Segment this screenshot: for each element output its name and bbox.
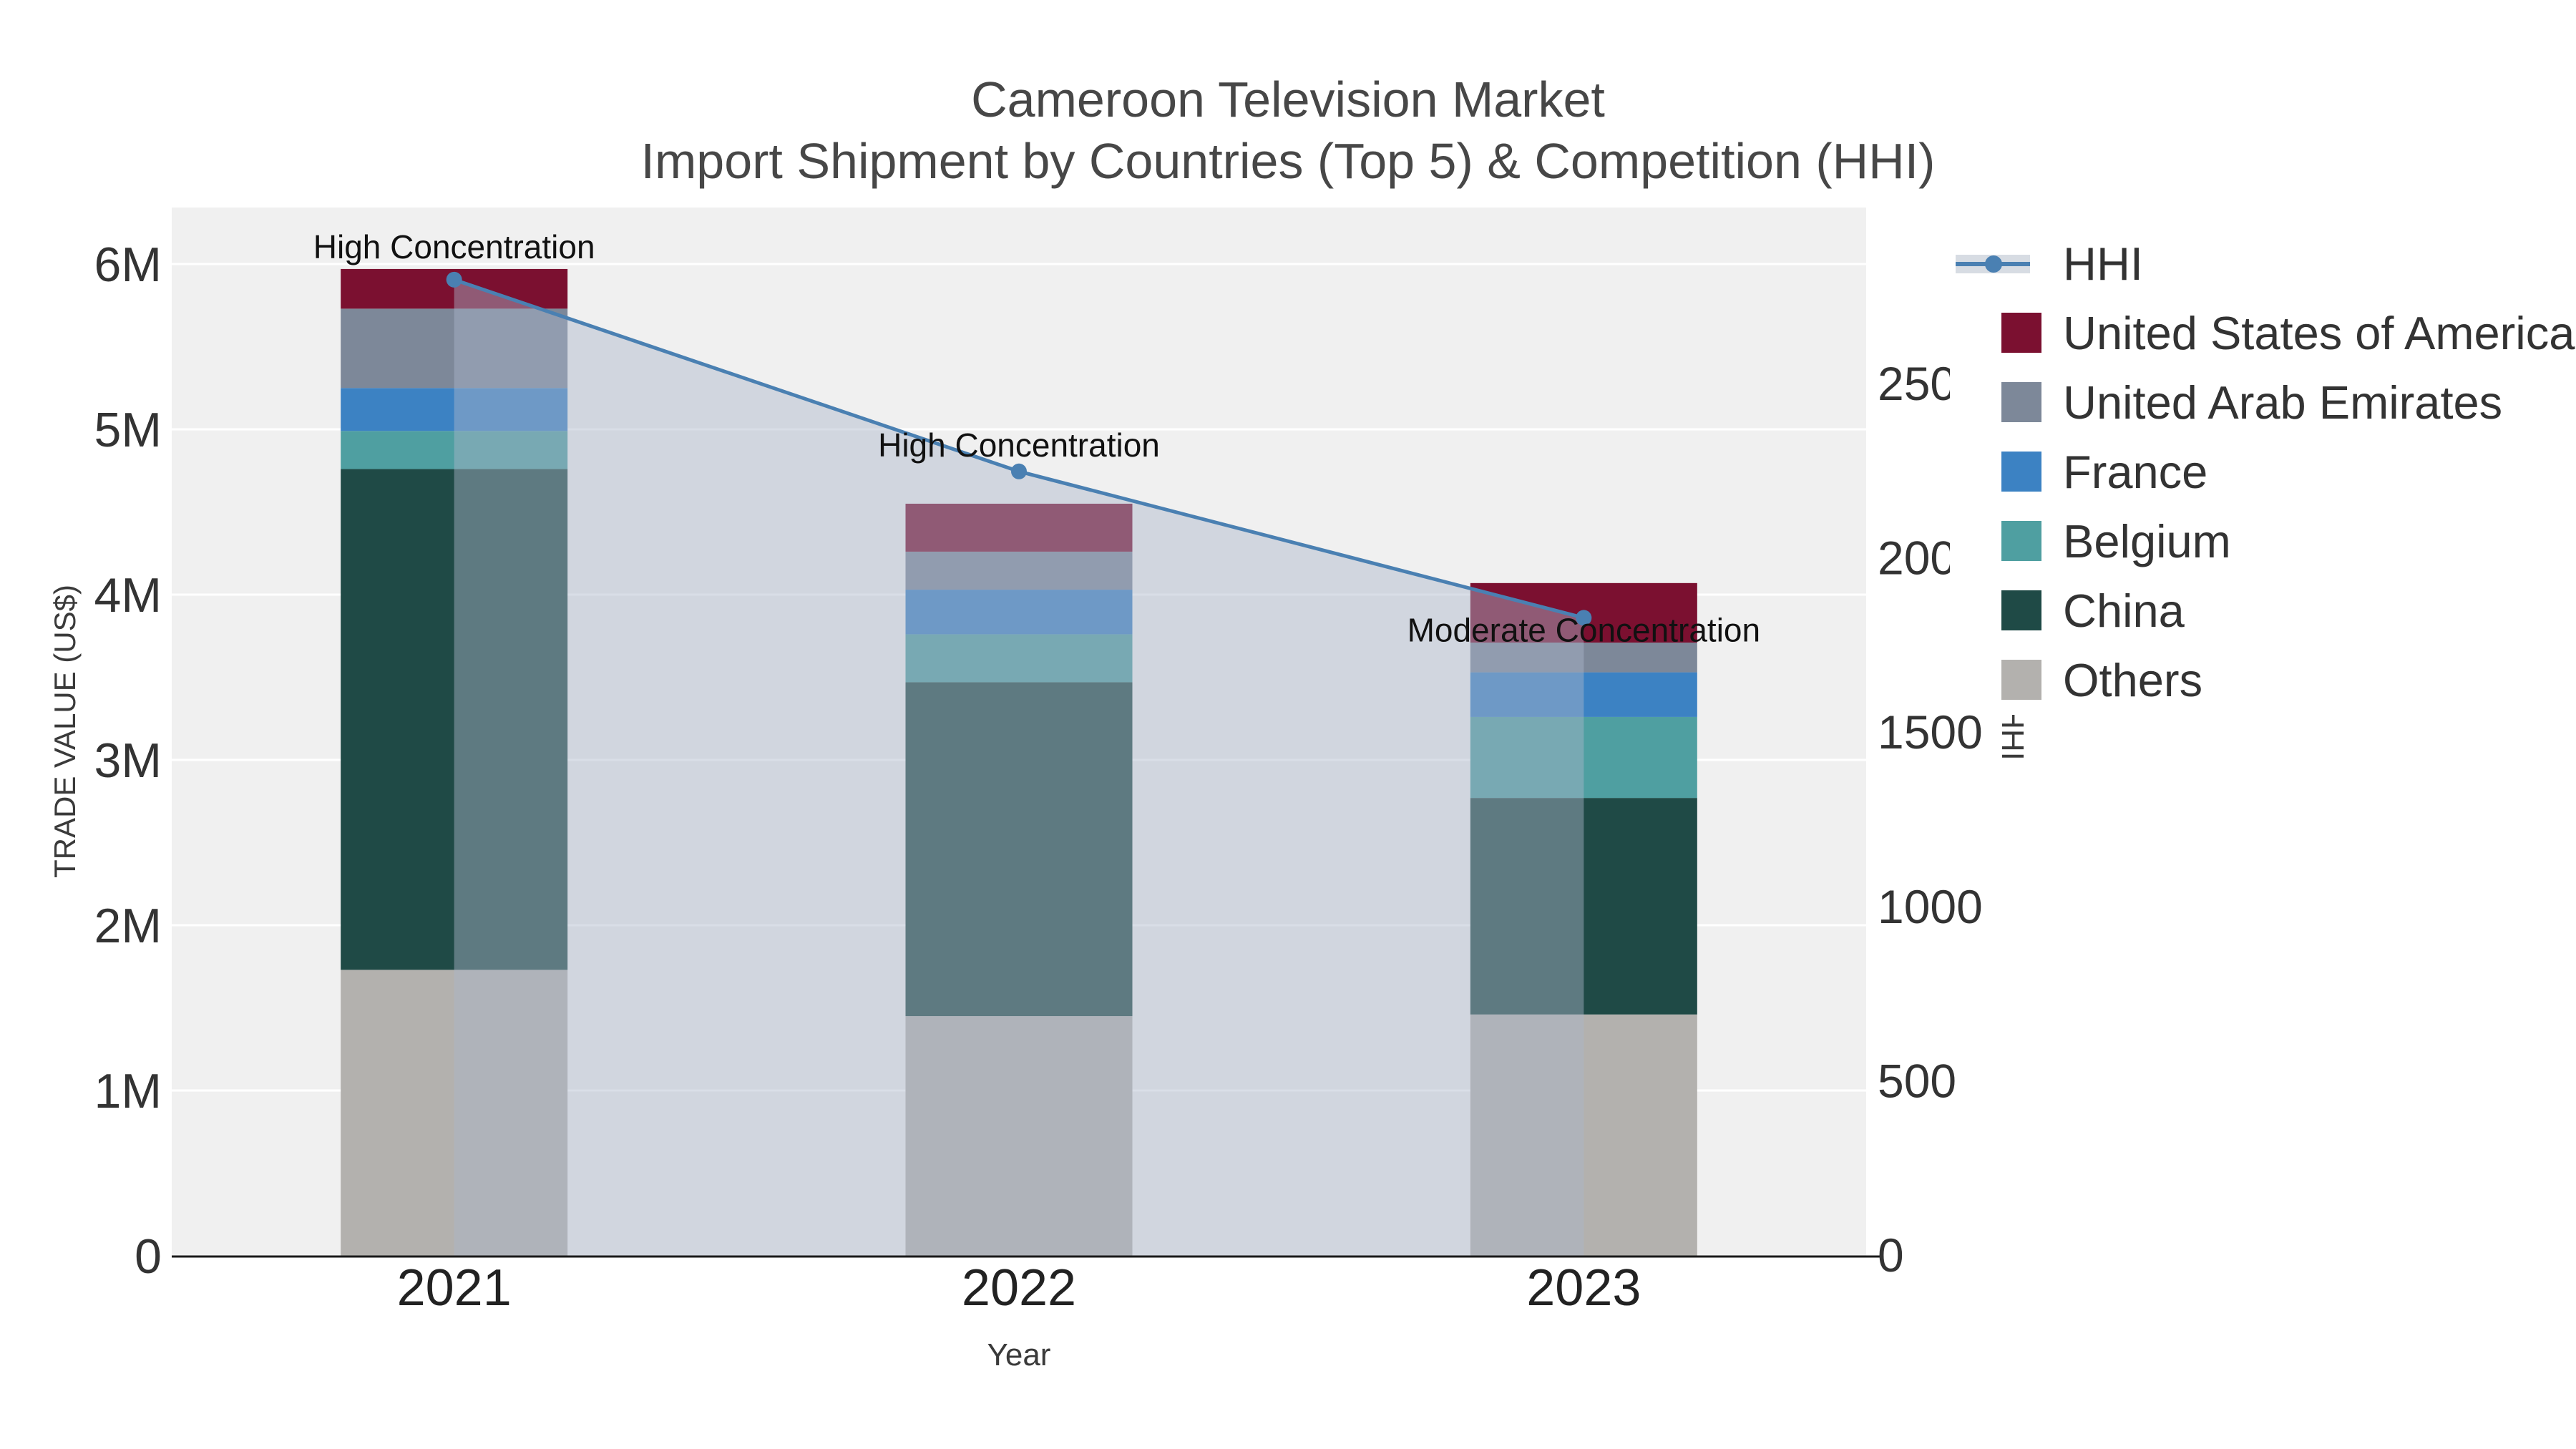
bar-segment-united-arab-emirates-2023: [1470, 642, 1697, 673]
bar-segment-united-arab-emirates-2022: [905, 551, 1133, 590]
y-left-tick-label: 0: [135, 1229, 162, 1284]
y-left-tick-label: 2M: [94, 899, 162, 953]
x-tick-label-2023: 2023: [1526, 1259, 1641, 1317]
bar-segment-united-states-of-america-2022: [905, 503, 1133, 552]
chart-title-line2: Import Shipment by Countries (Top 5) & C…: [640, 133, 1936, 189]
y-left-tick-label: 3M: [94, 733, 162, 788]
legend-item-united-arab-emirates[interactable]: United Arab Emirates: [1950, 368, 2575, 437]
y-left-tick-label: 4M: [94, 568, 162, 623]
y-right-tick-label: 1000: [1878, 880, 1983, 933]
annotation-label-2: High Concentration: [878, 426, 1160, 464]
bar-segment-belgium-2021: [341, 431, 568, 469]
legend-swatch-china: [2001, 590, 2041, 630]
legend-sample-others: [1950, 645, 2041, 715]
legend-label-united-states-of-america: United States of America: [2063, 307, 2575, 359]
chart-title: Cameroon Television Market Import Shipme…: [0, 69, 2576, 192]
x-tick-label-2021: 2021: [397, 1259, 512, 1317]
legend-label-france: France: [2063, 446, 2208, 498]
y-left-axis-title: TRADE VALUE (US$): [48, 585, 82, 878]
y-right-tick-label: 0: [1878, 1229, 1904, 1282]
bar-segment-france-2022: [905, 590, 1133, 635]
bar-segment-belgium-2023: [1470, 716, 1697, 799]
bar-segment-china-2022: [905, 682, 1133, 1017]
x-axis-title: Year: [987, 1337, 1051, 1372]
legend-item-china[interactable]: China: [1950, 576, 2575, 645]
legend-swatch-belgium: [2001, 521, 2041, 561]
legend-swatch-united-arab-emirates: [2001, 382, 2041, 422]
y-right-axis-title: HHI: [1995, 706, 2030, 761]
legend-item-france[interactable]: France: [1950, 437, 2575, 507]
legend-sample-united-arab-emirates: [1950, 368, 2041, 437]
legend-swatch-france: [2001, 452, 2041, 492]
legend-item-others[interactable]: Others: [1950, 645, 2575, 715]
bar-segment-france-2021: [341, 388, 568, 431]
bar-segment-united-arab-emirates-2021: [341, 308, 568, 389]
bar-segment-others-2023: [1470, 1014, 1697, 1256]
x-tick-label-2022: 2022: [962, 1259, 1076, 1317]
annotation-label-1: High Concentration: [313, 228, 595, 265]
legend-label-hhi: HHI: [2063, 238, 2143, 290]
legend: HHI United States of America United Arab E…: [1950, 229, 2576, 715]
y-left-tick-label: 6M: [94, 238, 162, 292]
hhi-marker-2022: [1011, 463, 1027, 479]
bar-segment-others-2021: [341, 970, 568, 1256]
legend-label-belgium: Belgium: [2063, 515, 2231, 567]
bar-segment-belgium-2022: [905, 634, 1133, 683]
legend-item-belgium[interactable]: Belgium: [1950, 507, 2575, 576]
hhi-area: [454, 279, 1584, 1257]
legend-label-united-arab-emirates: United Arab Emirates: [2063, 376, 2503, 429]
legend-label-china: China: [2063, 585, 2185, 637]
hhi-marker-2021: [446, 271, 462, 288]
legend-sample-belgium: [1950, 507, 2041, 576]
y-left-tick-label: 1M: [94, 1064, 162, 1118]
annotation-label-3: Moderate Concentration: [1407, 611, 1761, 648]
legend-swatch-united-states-of-america: [2001, 313, 2041, 353]
y-left-tick-label: 5M: [94, 403, 162, 457]
legend-swatch-others: [2001, 660, 2041, 700]
legend-label-others: Others: [2063, 654, 2203, 706]
legend-sample-china: [1950, 576, 2041, 645]
legend-hhi-line-sample: [1950, 229, 2039, 298]
legend-item-hhi[interactable]: HHI: [1950, 229, 2575, 298]
bar-segment-china-2023: [1470, 798, 1697, 1015]
bar-segment-china-2021: [341, 469, 568, 970]
hhi-marker-2023: [1576, 610, 1592, 626]
y-right-tick-label: 500: [1878, 1054, 1956, 1107]
bar-segment-others-2022: [905, 1016, 1133, 1256]
legend-sample-united-states-of-america: [1950, 298, 2041, 368]
bar-segment-france-2023: [1470, 672, 1697, 717]
hhi-marker-swatch: [1985, 255, 2002, 273]
legend-item-united-states-of-america[interactable]: United States of America: [1950, 298, 2575, 368]
chart-title-line1: Cameroon Television Market: [971, 72, 1605, 127]
legend-sample-france: [1950, 437, 2041, 507]
